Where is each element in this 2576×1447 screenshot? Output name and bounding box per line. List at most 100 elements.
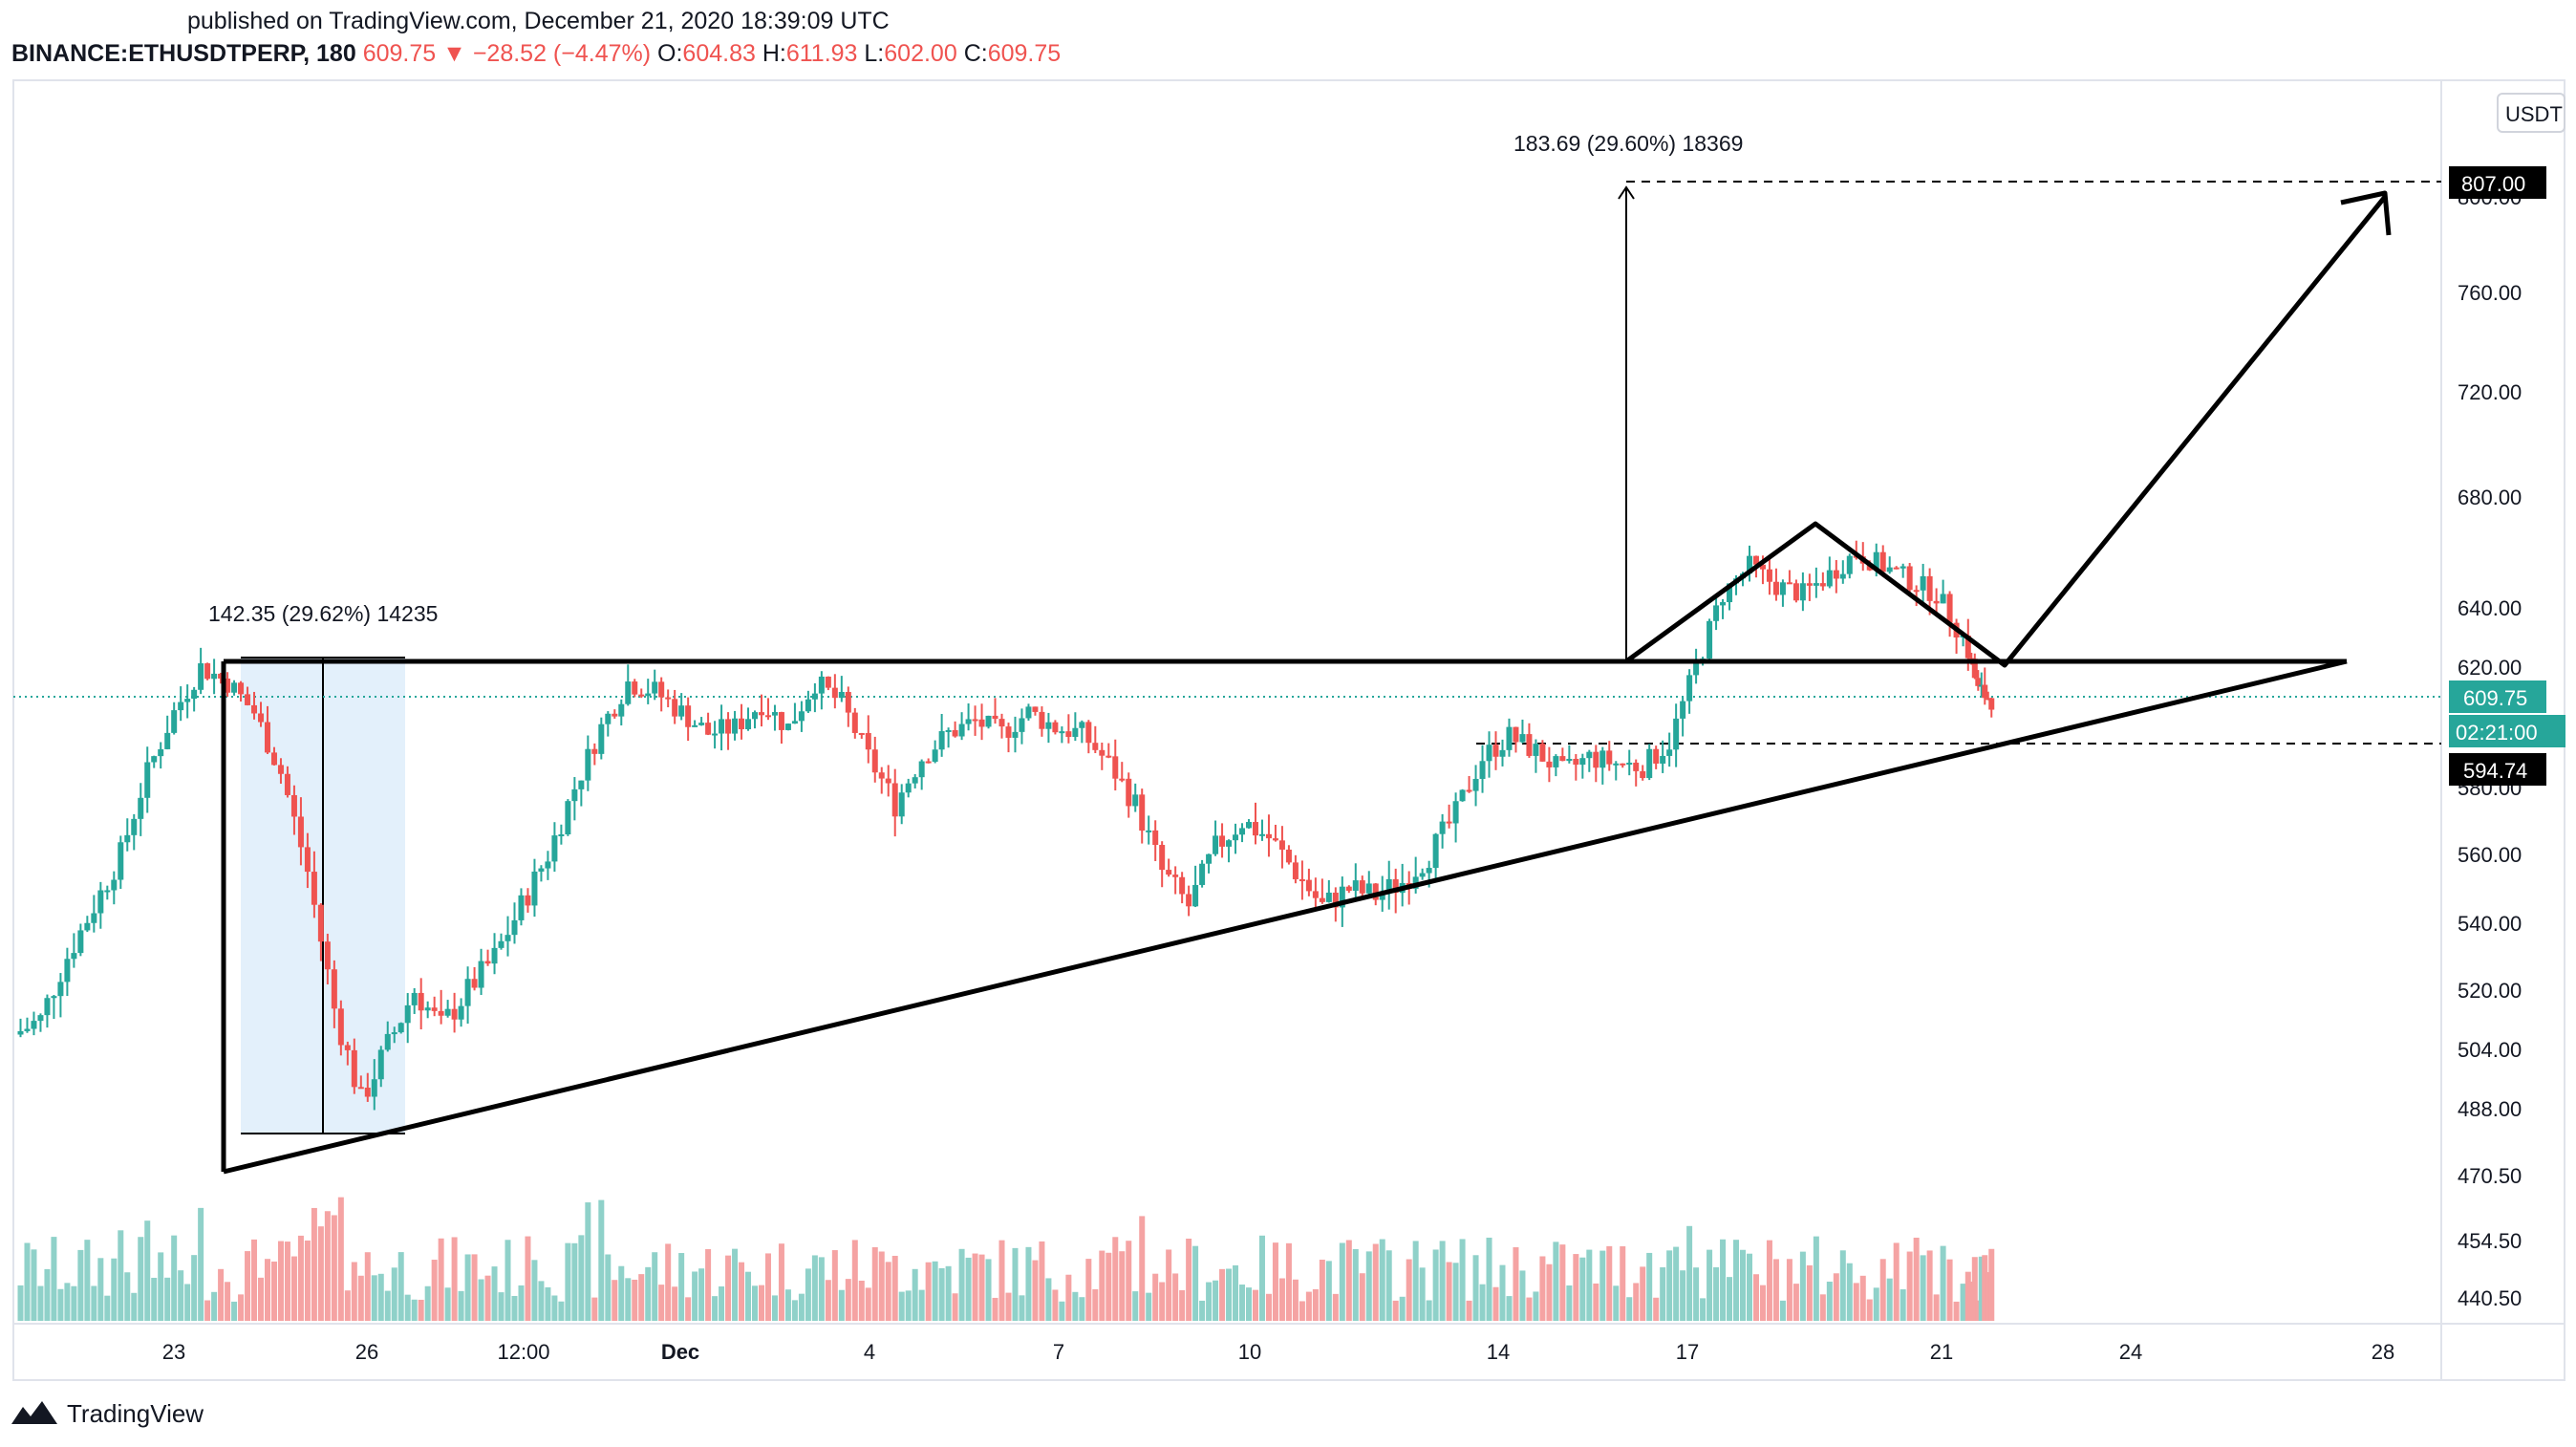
volume-bar-115 — [784, 1289, 791, 1321]
volume-bar-157 — [1065, 1274, 1072, 1321]
volume-bar-170 — [1152, 1273, 1159, 1321]
candle-body-284 — [1913, 590, 1920, 593]
candle-body-88 — [605, 713, 612, 724]
volume-bar-88 — [605, 1254, 612, 1321]
candle-body-145 — [985, 715, 992, 727]
candle-body-91 — [625, 681, 632, 704]
volume-bar-171 — [1159, 1282, 1166, 1321]
volume-bar-287 — [1933, 1294, 1940, 1321]
candle-body-282 — [1900, 566, 1906, 569]
candle-body-33 — [238, 682, 245, 695]
candle-body-116 — [791, 721, 798, 724]
candle-body-67 — [464, 979, 471, 1006]
volume-bar-74 — [511, 1295, 518, 1321]
volume-bar-112 — [764, 1253, 771, 1321]
candle-body-164 — [1112, 756, 1119, 779]
candle-body-177 — [1199, 863, 1206, 885]
volume-bar-182 — [1233, 1264, 1239, 1321]
currency-badge[interactable] — [2497, 93, 2565, 133]
volume-bar-231 — [1559, 1244, 1566, 1321]
volume-bar-190 — [1285, 1242, 1292, 1321]
volume-bar-125 — [851, 1240, 858, 1321]
volume-bar-6 — [57, 1288, 64, 1321]
volume-bar-83 — [571, 1242, 578, 1321]
candle-body-83 — [571, 788, 578, 802]
volume-bar-266 — [1792, 1284, 1799, 1321]
candle-body-242 — [1633, 762, 1640, 771]
candle-body-144 — [978, 719, 985, 727]
time-axis[interactable]: 23 26 12:00 Dec 4 7 10 14 17 21 24 28 — [162, 1340, 2394, 1364]
volume-bar-25 — [184, 1284, 191, 1321]
candle-body-156 — [1059, 731, 1065, 734]
price-tick-15: 440.50 — [2458, 1286, 2522, 1310]
candle-body-20 — [151, 756, 158, 763]
change-arrow: ▼ — [442, 40, 466, 67]
candle-body-62 — [431, 1007, 438, 1011]
volume-bar-32 — [231, 1301, 238, 1321]
candle-body-287 — [1933, 600, 1940, 604]
candle-body-237 — [1599, 750, 1606, 768]
candle-body-38 — [270, 752, 277, 766]
candle-body-53 — [371, 1079, 377, 1097]
volume-bar-116 — [791, 1300, 798, 1321]
candle-body-141 — [958, 724, 965, 737]
candle-body-271 — [1826, 570, 1833, 587]
volume-bar-76 — [525, 1236, 531, 1321]
volume-bar-211 — [1426, 1300, 1432, 1321]
candle-body-7 — [64, 959, 71, 983]
volume-bar-129 — [878, 1251, 885, 1321]
price-axis[interactable]: 800.00760.00720.00680.00640.00620.00580.… — [2458, 185, 2522, 1310]
volume-bar-226 — [1526, 1297, 1533, 1321]
candle-body-30 — [218, 673, 225, 679]
volume-bar-246 — [1660, 1267, 1666, 1321]
volume-bar-191 — [1292, 1279, 1299, 1321]
volume-bar-208 — [1406, 1259, 1412, 1321]
candle-body-56 — [391, 1032, 397, 1035]
candle-body-107 — [732, 718, 739, 734]
volume-bar-179 — [1213, 1280, 1219, 1321]
time-tick-4: 4 — [864, 1340, 875, 1364]
candle-body-55 — [384, 1033, 391, 1050]
price-tick-3: 720.00 — [2458, 380, 2522, 404]
volume-bar-254 — [1713, 1266, 1720, 1321]
volume-bar-288 — [1940, 1245, 1946, 1321]
footer-brand[interactable]: TradingView — [10, 1397, 204, 1430]
volume-bar-118 — [805, 1268, 811, 1321]
candle-body-134 — [912, 777, 918, 784]
candle-body-32 — [231, 682, 238, 693]
candle-body-272 — [1833, 570, 1839, 579]
candle-body-244 — [1646, 748, 1653, 779]
candle-body-2 — [31, 1021, 37, 1029]
volume-bar-173 — [1172, 1273, 1179, 1321]
volume-bar-236 — [1593, 1283, 1599, 1321]
candle-body-243 — [1640, 770, 1646, 779]
candle-body-169 — [1146, 830, 1152, 832]
candle-body-157 — [1065, 731, 1072, 738]
candle-body-19 — [144, 762, 151, 798]
candle-body-73 — [504, 935, 511, 941]
candle-body-126 — [858, 732, 865, 735]
candle-body-149 — [1012, 731, 1019, 738]
candle-body-28 — [204, 663, 211, 680]
candle-body-94 — [645, 693, 652, 697]
price-tick-6: 620.00 — [2458, 656, 2522, 680]
candle-body-296 — [1978, 684, 1985, 687]
open-value: 604.83 — [682, 40, 756, 67]
candle-body-128 — [871, 749, 878, 773]
high-value: 611.93 — [785, 40, 858, 67]
candle-body-260 — [1752, 555, 1759, 565]
volume-bar-0 — [17, 1285, 24, 1321]
volume-bar-49 — [344, 1290, 351, 1321]
price-tick-12: 488.00 — [2458, 1097, 2522, 1121]
candle-body-233 — [1573, 759, 1579, 766]
volume-bar-259 — [1746, 1253, 1752, 1321]
time-tick-10: 24 — [2119, 1340, 2142, 1364]
volume-bar-12 — [97, 1258, 104, 1321]
last-price-text: 609.75 — [2463, 686, 2527, 710]
volume-bar-292 — [1964, 1271, 1971, 1321]
volume-bar-61 — [424, 1285, 431, 1321]
candle-body-65 — [451, 1008, 458, 1020]
volume-bar-189 — [1278, 1278, 1285, 1321]
volume-bar-87 — [598, 1199, 605, 1321]
